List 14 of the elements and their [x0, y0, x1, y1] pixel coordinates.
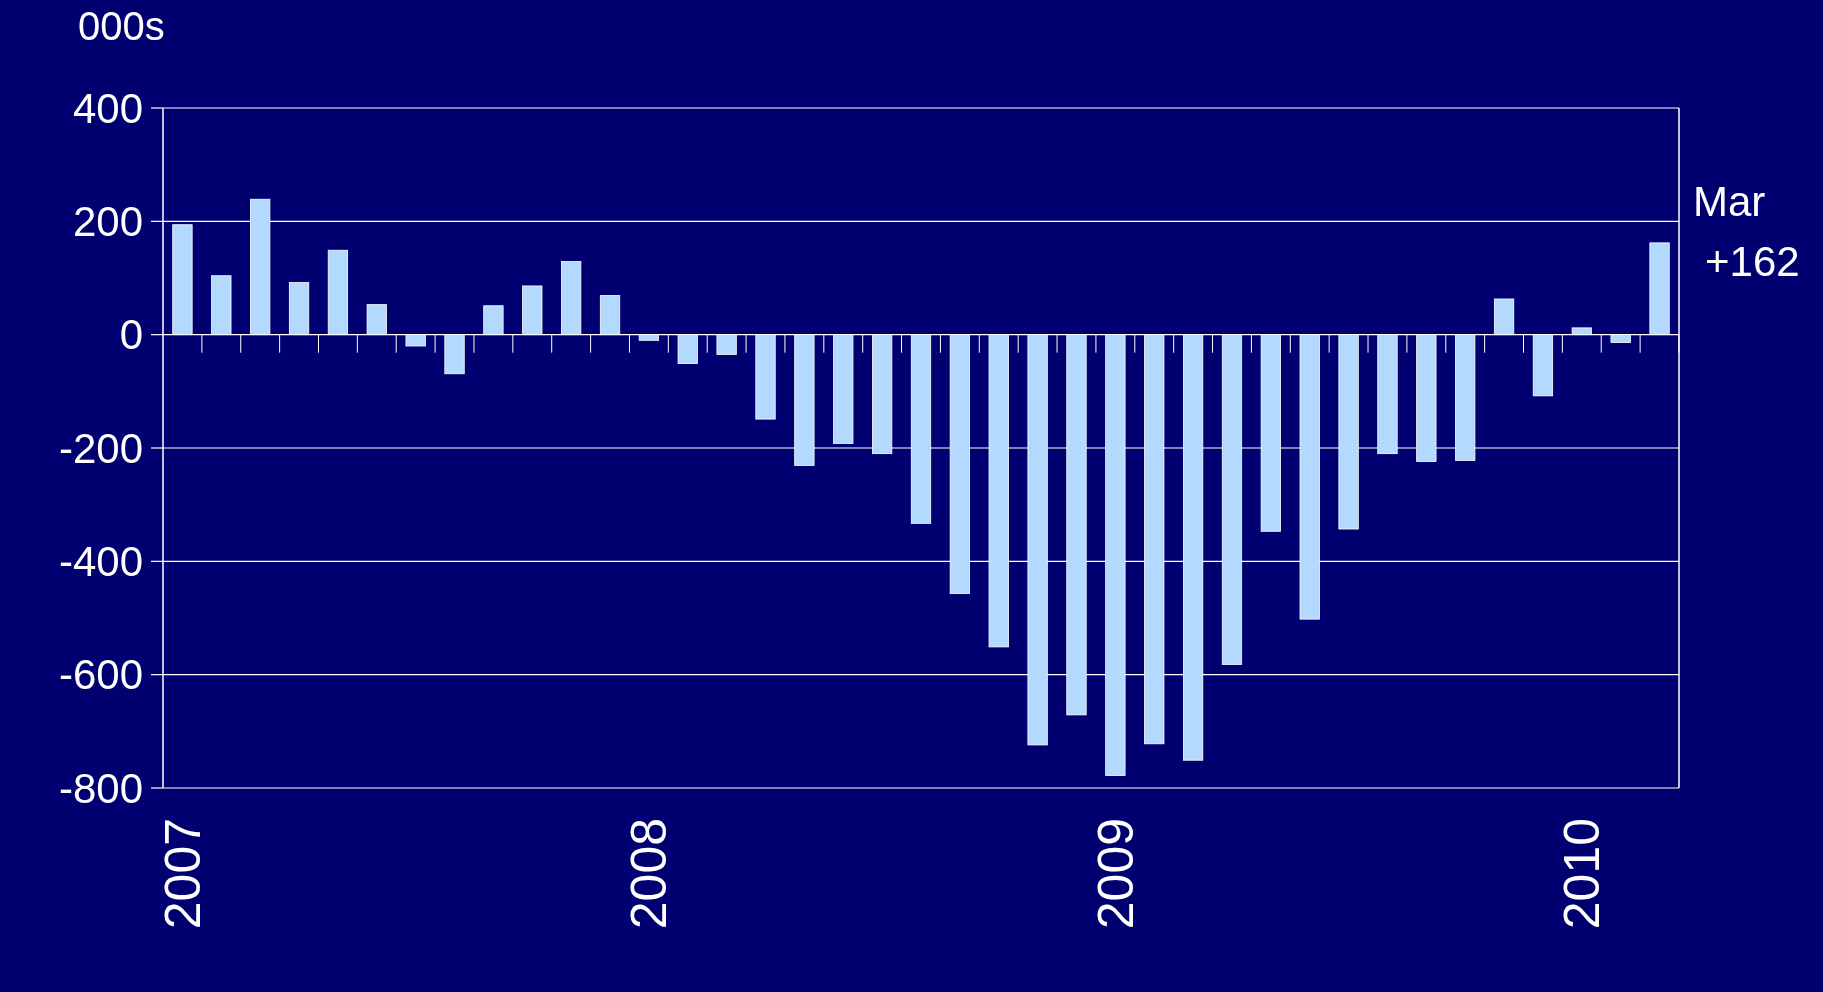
x-tick-label: 2008 — [621, 818, 678, 930]
y-tick-label: 200 — [72, 198, 143, 246]
x-tick-label: 2009 — [1087, 818, 1144, 930]
text: Mar — [1693, 177, 1766, 225]
x-tick-label: 2010 — [1554, 818, 1611, 930]
text: +162 — [1705, 237, 1800, 285]
y-tick-label: -800 — [58, 764, 143, 812]
x-tick-label: 2007 — [154, 818, 211, 930]
y-tick-label: -600 — [58, 651, 143, 699]
y-axis-title: 000s — [78, 4, 165, 48]
y-tick-label: -200 — [58, 424, 143, 472]
y-tick-label: -400 — [58, 538, 143, 586]
y-tick-label: 0 — [119, 311, 143, 359]
y-tick-label: 400 — [72, 84, 143, 132]
